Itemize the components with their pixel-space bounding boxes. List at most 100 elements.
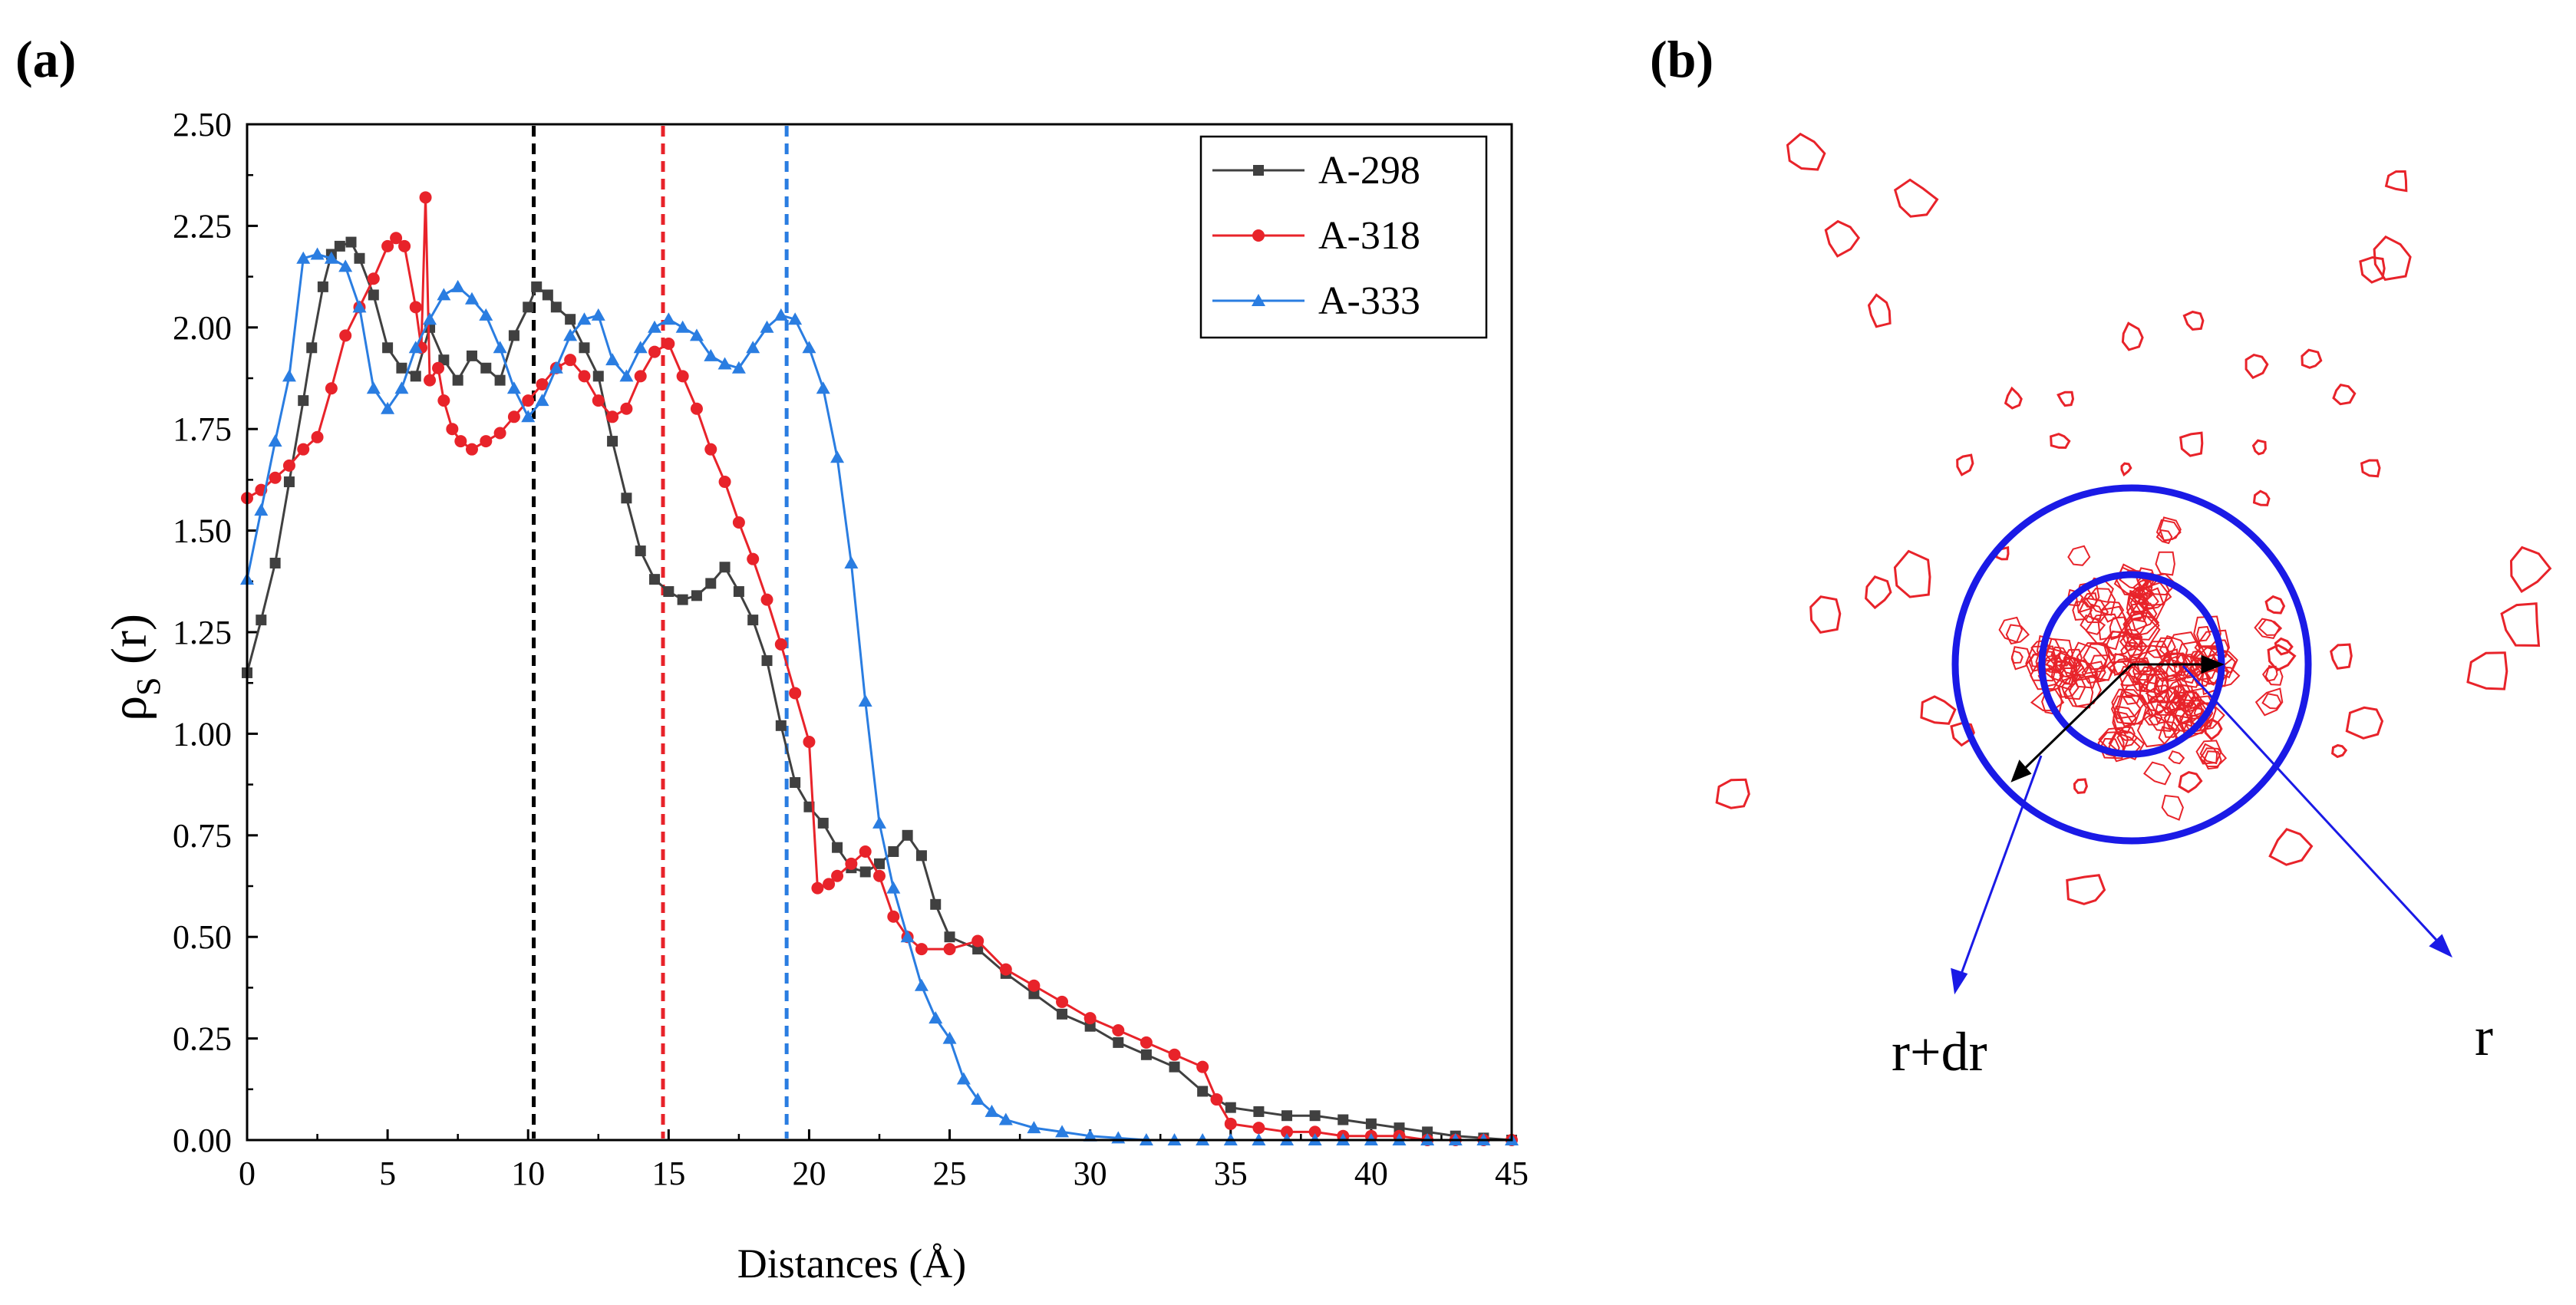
legend-item: A-333 xyxy=(1212,279,1420,323)
data-point xyxy=(1027,1121,1041,1134)
x-tick-label: 40 xyxy=(1354,1155,1388,1192)
molecule-cluster xyxy=(2100,601,2125,623)
molecule-cluster xyxy=(2185,711,2212,735)
molecule-cluster xyxy=(2085,613,2122,651)
data-point xyxy=(998,1112,1013,1125)
molecule-cluster xyxy=(2121,321,2144,351)
data-point xyxy=(381,401,395,414)
data-point xyxy=(943,943,956,956)
data-point xyxy=(677,594,688,605)
molecule-cluster xyxy=(1893,549,1931,598)
data-point xyxy=(465,443,478,456)
molecule-cluster xyxy=(2125,634,2149,657)
data-point xyxy=(607,436,618,447)
x-tick-label: 30 xyxy=(1074,1155,1107,1192)
molecule-cluster xyxy=(2136,711,2178,748)
data-point xyxy=(256,615,267,626)
data-point xyxy=(649,574,661,585)
molecule-cluster xyxy=(2500,602,2541,648)
molecule-cluster xyxy=(2025,645,2058,682)
diagram-b: r+dr r xyxy=(1715,132,2552,1083)
molecule-cluster xyxy=(2146,672,2170,704)
data-point xyxy=(789,687,802,700)
data-point xyxy=(956,1072,971,1085)
data-point xyxy=(454,435,467,448)
data-point xyxy=(872,816,886,829)
data-point xyxy=(466,350,477,361)
data-point xyxy=(592,371,604,382)
molecule-cluster xyxy=(2108,661,2130,676)
data-point xyxy=(452,374,463,386)
data-point xyxy=(1140,1036,1153,1049)
data-point xyxy=(437,394,450,407)
y-axis-title: ρS (r) xyxy=(101,614,167,721)
molecule-cluster xyxy=(2138,592,2159,609)
series-line xyxy=(246,197,1512,1142)
data-point xyxy=(354,252,365,264)
molecule-cluster xyxy=(2264,664,2284,686)
data-point xyxy=(521,410,536,423)
data-point xyxy=(817,817,829,829)
y-tick-label: 0.50 xyxy=(173,918,232,956)
molecule-cluster xyxy=(2146,695,2169,717)
data-point xyxy=(1252,1122,1265,1135)
molecule-cluster xyxy=(2057,675,2080,698)
molecule-cluster xyxy=(2252,489,2271,506)
molecule-cluster xyxy=(2509,545,2552,593)
y-tick-label: 1.25 xyxy=(173,614,232,651)
molecule-cluster xyxy=(2159,516,2182,542)
data-point xyxy=(542,289,553,301)
series-a-298 xyxy=(242,236,1517,1145)
molecule-cluster xyxy=(2066,874,2106,905)
data-point xyxy=(761,655,773,667)
y-axis-title-tail: (r) xyxy=(101,614,157,677)
data-point xyxy=(579,342,590,354)
data-point xyxy=(606,410,619,423)
data-point xyxy=(944,931,955,943)
data-point xyxy=(437,288,451,301)
data-point xyxy=(915,850,927,862)
molecule-cluster xyxy=(2116,694,2154,727)
data-point xyxy=(676,370,689,383)
data-point xyxy=(390,232,403,245)
molecule-cluster xyxy=(2330,643,2353,670)
data-point xyxy=(324,251,338,264)
legend-label: A-333 xyxy=(1318,279,1420,323)
data-point xyxy=(591,308,605,321)
data-point xyxy=(424,374,437,387)
data-point xyxy=(621,493,632,504)
data-point xyxy=(902,829,913,841)
data-point xyxy=(268,434,282,447)
molecule-cluster xyxy=(1865,575,1892,610)
data-point xyxy=(1027,979,1041,992)
series-line xyxy=(246,252,1512,1142)
data-point xyxy=(999,963,1012,976)
data-point xyxy=(1140,1049,1152,1060)
molecule-cluster xyxy=(2080,614,2106,635)
molecule-cluster xyxy=(2360,459,2381,478)
data-point xyxy=(398,239,411,252)
data-point xyxy=(494,374,506,386)
data-point xyxy=(345,236,357,248)
data-point xyxy=(339,329,352,342)
molecule-cluster xyxy=(2004,386,2023,410)
data-point xyxy=(549,361,563,374)
data-point xyxy=(930,898,942,910)
data-point xyxy=(493,341,507,354)
molecule-cluster xyxy=(2145,684,2174,704)
data-point xyxy=(746,341,760,354)
data-point xyxy=(493,427,506,440)
data-point xyxy=(1112,1024,1125,1037)
data-point xyxy=(790,776,801,788)
data-point xyxy=(1309,1110,1321,1122)
series-line xyxy=(246,240,1512,1142)
molecule-cluster xyxy=(2010,650,2024,664)
data-point xyxy=(352,300,367,313)
data-point xyxy=(269,557,281,568)
molecule-cluster xyxy=(1893,178,1939,218)
outer-shell-circle xyxy=(1951,484,2312,845)
data-point xyxy=(635,545,646,557)
molecule-cluster xyxy=(2109,616,2128,641)
data-point xyxy=(480,435,493,448)
data-point xyxy=(297,443,310,456)
